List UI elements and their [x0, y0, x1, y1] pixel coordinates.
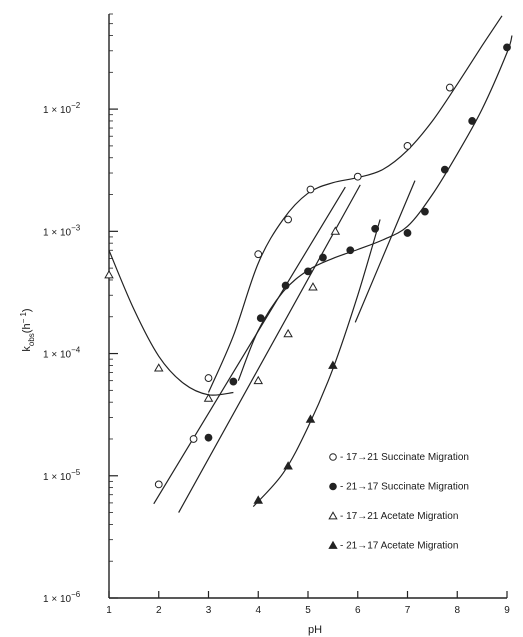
x-tick-label: 3 — [206, 605, 212, 616]
x-tick-label: 6 — [355, 605, 361, 616]
x-axis-label: pH — [308, 624, 322, 636]
marker-filled-triangle — [328, 360, 338, 369]
marker-filled-triangle — [305, 414, 316, 423]
marker-filled-circle — [503, 43, 511, 52]
y-tick-label-exponent: −4 — [71, 346, 81, 355]
straight-fit-lines — [153, 180, 416, 513]
axes: 1 2 3 4 5 6 7 8 91 × 10−61 × 10−51 × 10−41 × 10−… — [43, 13, 510, 616]
marker-open-circle — [154, 480, 163, 489]
y-tick-label-exponent: −3 — [71, 223, 81, 232]
marker-open-triangle — [153, 363, 164, 372]
marker-open-triangle — [253, 375, 264, 385]
marker-open-triangle — [330, 226, 341, 235]
y-tick-label-base: 1 × 10 — [43, 105, 72, 116]
y-axis-label: kobs(h− 1) — [19, 308, 36, 351]
series-curve — [237, 35, 513, 381]
marker-open-circle — [353, 172, 362, 181]
marker-filled-circle — [329, 482, 337, 491]
y-axis-label-main: k — [21, 346, 33, 352]
marker-filled-circle — [304, 267, 312, 276]
y-axis-label-close: ) — [21, 308, 33, 312]
y-axis-label-sub: obs — [27, 333, 36, 346]
x-tick-label: 4 — [255, 605, 261, 616]
legend-label: - 17→21 Acetate Migration — [340, 511, 458, 522]
marker-open-triangle — [308, 282, 318, 291]
x-tick-label: 7 — [405, 605, 411, 616]
marker-open-circle — [204, 374, 213, 382]
marker-filled-triangle — [283, 461, 293, 470]
fit-line — [354, 180, 416, 323]
marker-filled-circle — [204, 433, 213, 442]
marker-filled-circle — [371, 224, 380, 233]
y-tick-label: 1 × 10−2 — [43, 101, 81, 116]
marker-open-circle — [254, 250, 263, 259]
legend-label: - 17→21 Succinate Migration — [340, 452, 469, 463]
y-tick-label-base: 1 × 10 — [43, 227, 72, 238]
y-tick-label-exponent: −6 — [71, 590, 81, 599]
y-tick-label-base: 1 × 10 — [43, 594, 72, 605]
marker-filled-circle — [229, 377, 238, 386]
x-tick-label: 2 — [156, 605, 162, 616]
y-tick-label: 1 × 10−5 — [43, 468, 81, 483]
marker-filled-circle — [319, 253, 327, 262]
x-tick-label: 8 — [454, 605, 460, 616]
marker-open-circle — [329, 453, 337, 461]
marker-filled-circle — [256, 314, 265, 323]
marker-filled-circle — [403, 229, 412, 237]
legend-label: - 21→17 Acetate Migration — [340, 541, 458, 552]
marker-filled-triangle — [328, 540, 338, 549]
marker-open-circle — [403, 142, 412, 150]
x-tick-label: 5 — [305, 605, 311, 616]
series-curve — [252, 219, 381, 507]
axis-titles: pH kobs(h− 1) — [19, 308, 322, 636]
marker-open-triangle — [328, 511, 338, 520]
marker-open-triangle — [283, 328, 293, 338]
y-tick-label-base: 1 × 10 — [43, 350, 72, 361]
data-points — [104, 43, 511, 504]
y-tick-label-exponent: −2 — [71, 101, 81, 110]
y-axis-label-unit: (h — [21, 323, 33, 333]
y-tick-label-exponent: −5 — [71, 468, 81, 477]
y-tick-label: 1 × 10−6 — [43, 590, 81, 605]
marker-open-triangle — [104, 269, 114, 279]
fit-line — [178, 184, 361, 513]
marker-filled-circle — [346, 246, 355, 255]
y-tick-label-base: 1 × 10 — [43, 472, 72, 483]
legend-label: - 21→17 Succinate Migration — [340, 482, 469, 493]
marker-open-circle — [306, 185, 315, 194]
fit-line — [153, 186, 346, 505]
marker-filled-triangle — [253, 495, 264, 504]
marker-open-circle — [445, 83, 454, 92]
marker-open-circle — [189, 435, 198, 443]
marker-filled-circle — [468, 117, 477, 125]
marker-filled-circle — [421, 207, 429, 216]
legend: - 17→21 Succinate Migration - 21→17 Succi… — [328, 452, 469, 552]
marker-open-circle — [284, 215, 293, 224]
marker-open-triangle — [203, 393, 214, 402]
y-axis-label-exp: − 1 — [19, 312, 28, 324]
marker-filled-circle — [281, 281, 290, 290]
series-curve — [108, 250, 234, 396]
x-tick-label: 9 — [504, 605, 510, 616]
x-tick-label: 1 — [106, 605, 112, 616]
series-curve — [207, 15, 503, 393]
y-tick-label: 1 × 10−4 — [43, 346, 81, 361]
y-tick-label: 1 × 10−3 — [43, 223, 81, 238]
marker-filled-circle — [440, 165, 449, 174]
